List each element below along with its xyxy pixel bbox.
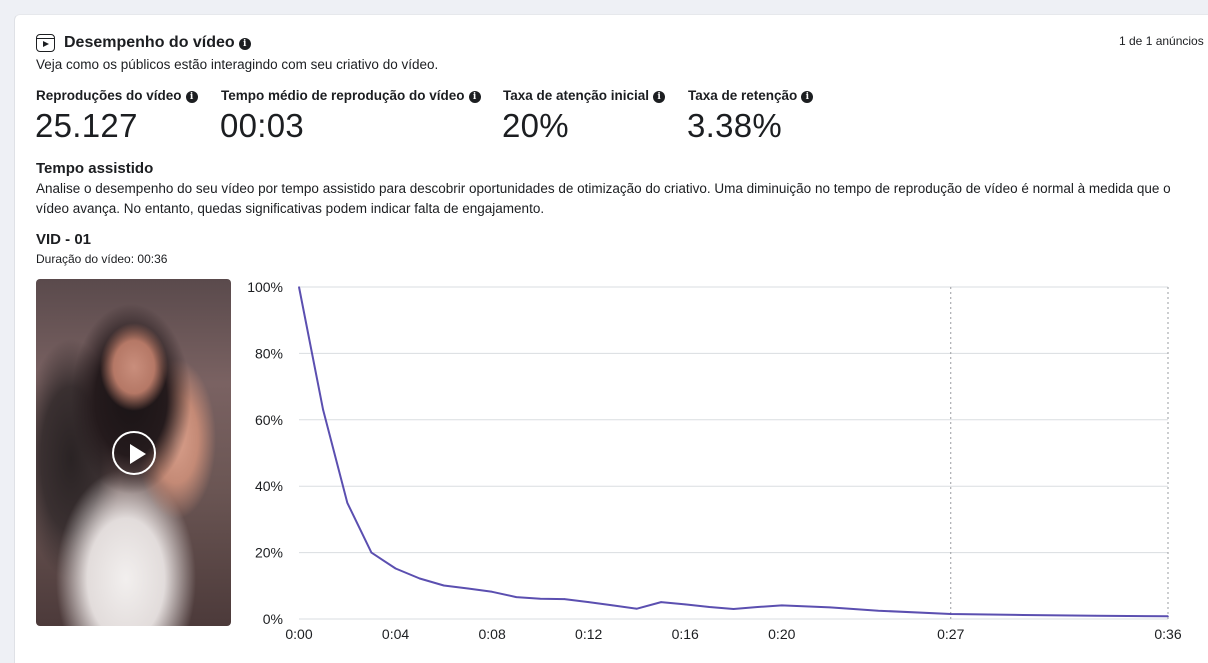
x-tick-label: 0:00 — [285, 626, 312, 642]
x-tick-label: 0:27 — [937, 626, 964, 642]
metric-value-retention: 3.38% — [687, 107, 783, 144]
retention-point — [949, 613, 952, 615]
metric-value-initial-attention: 20% — [502, 107, 569, 144]
retention-point — [780, 604, 783, 607]
retention-point — [829, 606, 831, 609]
retention-point — [539, 597, 542, 600]
x-tick-label: 0:12 — [575, 626, 602, 642]
retention-point — [322, 409, 324, 411]
card-subtitle: Veja como os públicos estão interagindo … — [36, 57, 439, 72]
retention-point — [587, 601, 590, 603]
x-tick-label: 0:08 — [478, 626, 505, 642]
info-icon[interactable]: i — [238, 38, 251, 50]
video-reel-icon — [36, 34, 55, 52]
y-tick-label: 80% — [255, 345, 283, 361]
metric-label-avg-play-time: Tempo médio de reprodução do vídeo i — [221, 88, 481, 103]
info-icon[interactable]: i — [801, 91, 814, 103]
video-name: VID - 01 — [36, 231, 92, 248]
info-icon[interactable]: i — [185, 91, 198, 103]
metric-label-plays: Reproduções do vídeo i — [36, 88, 198, 103]
retention-point — [612, 604, 614, 607]
x-tick-label: 0:20 — [768, 626, 795, 642]
retention-point — [394, 567, 397, 570]
info-icon[interactable]: i — [653, 91, 666, 103]
retention-point — [443, 584, 445, 587]
retention-point — [346, 502, 349, 504]
y-tick-label: 60% — [255, 412, 283, 428]
retention-chart: 0% 20% 40% 60% 80% 100% 0:00 0:04 0:08 0:12 0:16 0:… — [247, 279, 1182, 642]
retention-point — [370, 551, 373, 554]
retention-point — [708, 606, 711, 608]
metric-value-avg-play-time: 00:03 — [220, 107, 305, 144]
retention-point — [298, 286, 300, 288]
retention-point — [684, 603, 687, 606]
x-tick-label: 0:04 — [382, 626, 409, 642]
section-title: Tempo assistido — [36, 160, 154, 177]
y-tick-label: 100% — [247, 279, 283, 295]
retention-point — [418, 577, 421, 580]
retention-point — [1167, 615, 1169, 618]
retention-point — [467, 587, 469, 590]
video-performance-card: Desempenho do vídeo i Veja como os públic… — [14, 14, 1208, 663]
retention-point — [515, 596, 518, 598]
retention-point — [1022, 614, 1024, 616]
metric-value-plays: 25.127 — [35, 107, 138, 144]
metric-label-retention: Taxa de retenção i — [688, 88, 814, 103]
y-tick-label: 20% — [255, 545, 283, 561]
ad-counter: 1 de 1 anúncios — [1119, 34, 1204, 48]
section-description: Analise o desempenho do seu vídeo por te… — [36, 181, 1171, 216]
card-title: Desempenho do vídeo i — [64, 34, 251, 52]
retention-point — [491, 590, 493, 593]
info-icon[interactable]: i — [468, 91, 481, 103]
retention-point — [563, 598, 566, 600]
retention-point — [636, 607, 638, 610]
y-tick-label: 40% — [255, 478, 283, 494]
play-icon[interactable] — [112, 431, 156, 475]
video-duration: Duração do vídeo: 00:36 — [36, 252, 168, 266]
retention-line[interactable] — [298, 286, 1169, 618]
retention-point — [877, 609, 880, 612]
retention-point — [1094, 614, 1097, 617]
x-tick-label: 0:36 — [1154, 626, 1181, 642]
retention-point — [756, 606, 759, 608]
metric-label-initial-attention: Taxa de atenção inicial i — [503, 88, 666, 103]
retention-point — [660, 601, 662, 603]
retention-point — [732, 608, 735, 610]
y-tick-label: 0% — [263, 611, 283, 627]
video-thumbnail[interactable] — [36, 279, 231, 626]
x-tick-label: 0:16 — [672, 626, 699, 642]
